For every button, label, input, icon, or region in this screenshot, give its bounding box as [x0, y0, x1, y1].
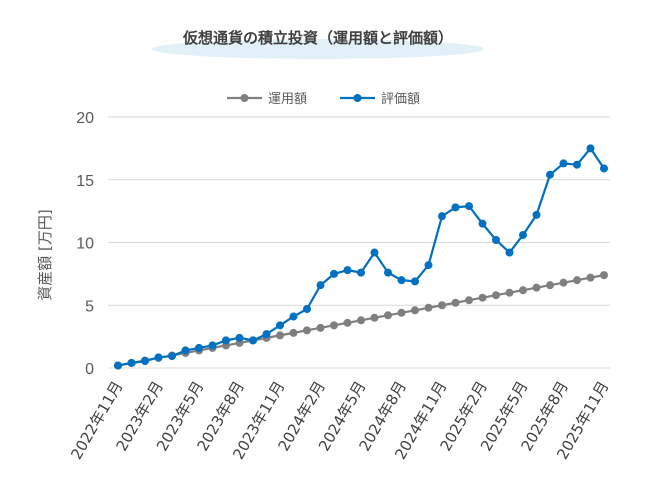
y-tick-label: 0	[85, 361, 94, 378]
data-point-1	[451, 203, 460, 212]
data-point-1	[141, 357, 149, 366]
data-point-1	[181, 346, 190, 355]
series-line-1	[117, 147, 605, 367]
data-point-0	[465, 296, 473, 305]
x-tick-label: 2022年11月	[67, 378, 126, 463]
data-point-1	[235, 333, 244, 342]
data-point-1	[384, 268, 392, 277]
data-point-0	[478, 293, 487, 302]
data-point-0	[276, 331, 284, 340]
data-point-1	[559, 159, 568, 168]
data-point-1	[505, 248, 514, 257]
data-point-0	[573, 276, 581, 285]
y-tick-label: 10	[76, 236, 94, 253]
data-point-0	[451, 298, 460, 307]
data-point-1	[397, 276, 406, 285]
data-point-1	[586, 144, 595, 153]
data-point-1	[154, 353, 163, 362]
data-point-0	[370, 313, 379, 322]
data-point-0	[519, 286, 527, 295]
data-point-0	[586, 273, 595, 282]
data-point-1	[222, 336, 230, 345]
data-point-1	[303, 305, 311, 314]
data-point-0	[289, 328, 298, 337]
data-point-0	[397, 308, 406, 317]
y-axis-label: 資産額 [万円]	[36, 209, 54, 300]
legend-label-1: 評価額	[381, 92, 420, 107]
legend-marker-1	[353, 94, 362, 102]
data-point-0	[532, 283, 541, 292]
y-axis: 0 5 10 15 20	[76, 110, 94, 378]
data-point-1	[316, 281, 325, 290]
data-point-0	[505, 288, 514, 297]
data-point-1	[573, 160, 581, 169]
title-highlight	[152, 39, 484, 59]
y-tick-label: 15	[76, 173, 94, 190]
legend-label-0: 運用額	[268, 92, 307, 107]
data-point-0	[600, 271, 608, 280]
data-point-1	[465, 202, 473, 211]
data-point-0	[424, 303, 433, 312]
data-point-0	[411, 306, 419, 315]
data-point-0	[546, 281, 554, 290]
data-point-0	[357, 316, 365, 325]
data-point-0	[316, 323, 325, 332]
y-tick-label: 5	[85, 298, 94, 315]
legend-marker-0	[240, 94, 249, 102]
legend: 運用額 評価額	[227, 92, 420, 107]
data-point-1	[370, 248, 379, 257]
data-point-1	[249, 336, 257, 345]
data-point-1	[492, 235, 500, 244]
data-point-0	[330, 321, 338, 330]
data-point-1	[438, 212, 446, 221]
data-point-1	[262, 330, 271, 339]
data-point-1	[208, 341, 217, 350]
data-point-1	[424, 261, 433, 270]
data-point-1	[289, 312, 298, 321]
data-point-0	[438, 301, 446, 310]
data-point-1	[168, 352, 176, 361]
data-point-1	[195, 343, 203, 352]
data-point-0	[559, 278, 568, 287]
data-point-1	[276, 321, 284, 330]
data-point-1	[532, 210, 541, 219]
y-tick-label: 20	[76, 110, 94, 127]
data-point-1	[478, 219, 487, 228]
data-point-0	[384, 311, 392, 320]
data-point-1	[114, 361, 122, 370]
chart-title: 仮想通貨の積立投資（運用額と評価額）	[182, 29, 453, 47]
data-point-1	[357, 268, 365, 277]
data-point-1	[519, 230, 527, 239]
data-point-0	[492, 291, 500, 300]
data-point-1	[546, 170, 554, 179]
data-point-0	[343, 318, 352, 327]
data-point-1	[330, 269, 338, 278]
data-point-1	[127, 358, 136, 367]
grid	[108, 116, 610, 369]
data-point-1	[411, 277, 419, 286]
data-point-1	[343, 266, 352, 275]
plot-area	[114, 144, 608, 370]
data-point-0	[303, 326, 311, 335]
data-point-1	[600, 164, 608, 173]
x-axis: 2022年11月2023年2月2023年5月2023年8月2023年11月202…	[67, 378, 612, 463]
